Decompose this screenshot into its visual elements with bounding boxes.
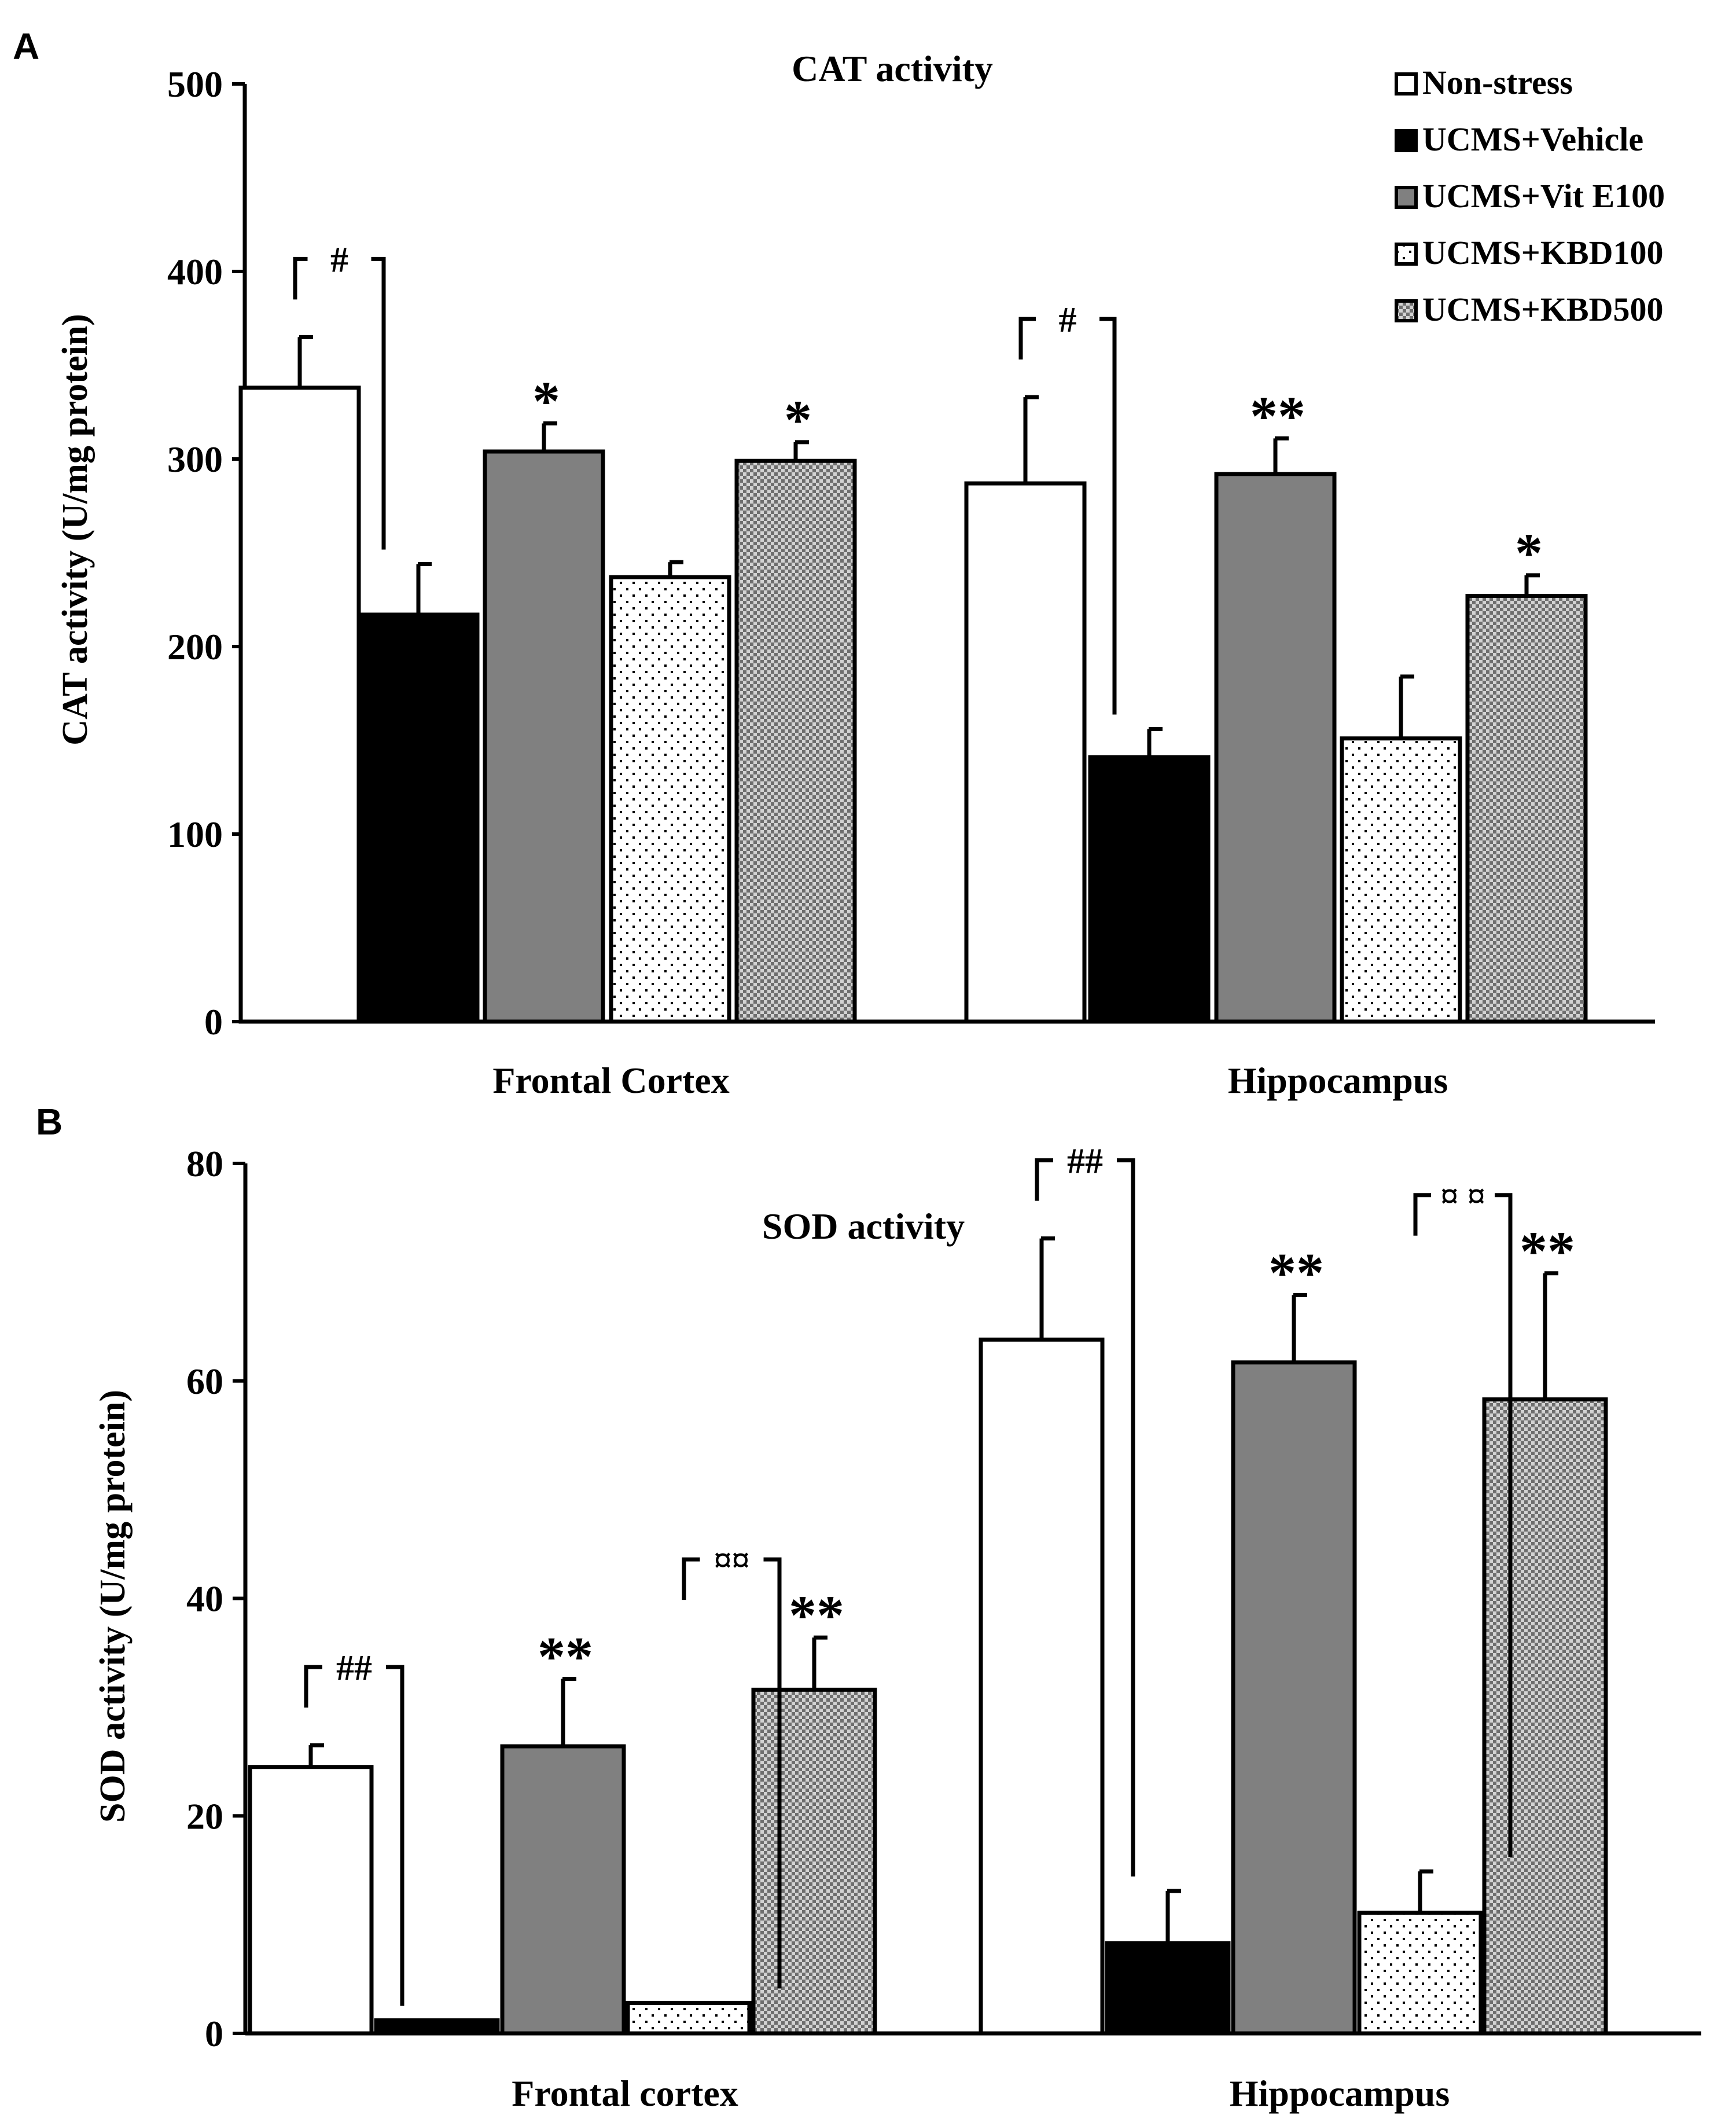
panel-b-bar-ucms-kbd500-hippocampus — [1482, 1397, 1608, 2036]
panel-b-y-tick-label: 0 — [205, 2013, 223, 2054]
panel-a-y-tick-label: 100 — [167, 814, 223, 855]
panel-a-bar-ucms-kbd500-hippocampus — [1465, 594, 1588, 1024]
panel-b-category-label-frontal-cortex: Frontal cortex — [512, 2073, 738, 2114]
panel-b-label: B — [36, 1101, 62, 1143]
panel-b-y-tick-label: 40 — [186, 1578, 223, 1620]
panel-a-y-tick-label: 0 — [204, 1001, 223, 1042]
panel-b-bar-ucms-kbd100-hippocampus — [1357, 1910, 1483, 2036]
panel-a-y-tick-label: 500 — [167, 64, 223, 105]
panel-b-y-tick-label: 20 — [186, 1795, 223, 1837]
panel-a-comparison-label: # — [1059, 300, 1077, 340]
panel-b-title: SOD activity — [762, 1206, 965, 1247]
panel-a-bar-ucms-kbd100-hippocampus — [1340, 736, 1462, 1024]
panel-a-title: CAT activity — [792, 48, 993, 89]
legend-swatch-ucms-vite100 — [1395, 186, 1418, 209]
panel-a-bar-ucms-vehicle-frontal-cortex — [357, 612, 480, 1024]
panel-b-significance-mark: ** — [1268, 1242, 1324, 1303]
panel-b-bar-non-stress-frontal-cortex — [248, 1765, 374, 2036]
legend-swatch-ucms-kbd100 — [1395, 243, 1418, 266]
panel-a-y-tick-label: 200 — [167, 626, 223, 667]
panel-b-comparison-label: ## — [336, 1648, 372, 1688]
panel-a-bar-ucms-kbd500-frontal-cortex — [734, 458, 857, 1024]
panel-b-y-tick-label: 60 — [186, 1361, 223, 1402]
panel-b-y-axis-label: SOD activity (U/mg protein) — [93, 1390, 133, 1823]
panel-b-significance-mark: ** — [538, 1626, 593, 1688]
panel-b-comparison-label-bg — [1053, 1140, 1117, 1181]
legend-item-ucms-kbd500: UCMS+KBD500 — [1395, 291, 1664, 328]
panel-b-plot: 0 20 40 60 80 ** ** ** ** ## ¤¤ ## ¤ ¤ — [186, 1140, 1701, 2054]
panel-a-bar-ucms-vit-e100-hippocampus — [1214, 472, 1337, 1024]
panel-a-comparison-label: # — [330, 240, 348, 280]
panel-b-comparison-label-bg — [1431, 1174, 1495, 1216]
panel-b-comparison-label: ¤ ¤ — [1440, 1177, 1485, 1216]
panel-b-significance-mark: ** — [1520, 1220, 1575, 1282]
panel-b-bar-ucms-kbd500-frontal-cortex — [751, 1687, 877, 2036]
panel-a-bar-ucms-vit-e100-frontal-cortex — [483, 449, 605, 1024]
panel-a-comparison-label-bg — [1036, 299, 1099, 340]
legend-item-ucms-kbd100: UCMS+KBD100 — [1395, 234, 1664, 271]
panel-b-bar-ucms-vehicle-frontal-cortex — [374, 2018, 500, 2036]
legend-item-non-stress: Non-stress — [1395, 64, 1573, 101]
panel-b-comparison-label-bg — [700, 1539, 764, 1580]
panel-b-comparison-label: ¤¤ — [714, 1541, 750, 1580]
panel-b-significance-mark: ** — [789, 1584, 844, 1646]
legend-swatch-non-stress — [1395, 72, 1418, 96]
legend-swatch-ucms-vehicle — [1395, 129, 1418, 152]
panel-a-significance-mark: ** — [1250, 385, 1305, 447]
legend-item-ucms-vite100: UCMS+Vit E100 — [1395, 177, 1665, 215]
panel-a-y-axis-label: CAT activity (U/mg protein) — [56, 314, 95, 746]
panel-a-significance-mark: * — [1515, 522, 1543, 584]
panel-a-bar-ucms-kbd100-frontal-cortex — [609, 575, 731, 1024]
panel-a-y-tick-label: 300 — [167, 439, 223, 480]
legend-label-ucms-vehicle: UCMS+Vehicle — [1422, 120, 1643, 158]
legend-label-non-stress: Non-stress — [1422, 64, 1573, 101]
panel-b-comparison-label-bg — [322, 1647, 386, 1688]
panel-a: A CAT activity CAT activity (U/mg protei… — [13, 25, 1665, 1101]
panel-b-bar-ucms-vit-e100-frontal-cortex — [500, 1744, 626, 2036]
panel-a-label: A — [13, 25, 39, 67]
legend-label-ucms-vite100: UCMS+Vit E100 — [1422, 177, 1665, 215]
legend-swatch-ucms-kbd500 — [1395, 299, 1418, 322]
panel-b: B SOD activity SOD activity (U/mg protei… — [36, 1101, 1701, 2114]
panel-a-category-label-hippocampus: Hippocampus — [1228, 1060, 1448, 1101]
legend-label-ucms-kbd500: UCMS+KBD500 — [1422, 291, 1664, 328]
panel-b-comparison-label: ## — [1067, 1142, 1103, 1181]
panel-b-category-label-hippocampus: Hippocampus — [1230, 2073, 1450, 2114]
panel-a-bar-non-stress-hippocampus — [964, 481, 1087, 1024]
panel-a-comparison-label-bg — [307, 238, 372, 280]
legend: Non-stress UCMS+Vehicle UCMS+Vit E100 UC… — [1395, 64, 1665, 328]
panel-a-y-tick-label: 400 — [167, 251, 223, 292]
panel-a-significance-mark: * — [784, 389, 812, 451]
panel-a-bar-non-stress-frontal-cortex — [238, 385, 361, 1024]
panel-a-significance-mark: * — [532, 370, 560, 432]
panel-b-bar-ucms-kbd100-frontal-cortex — [626, 2000, 752, 2036]
legend-label-ucms-kbd100: UCMS+KBD100 — [1422, 234, 1664, 271]
panel-a-bar-ucms-vehicle-hippocampus — [1088, 755, 1211, 1024]
legend-item-ucms-vehicle: UCMS+Vehicle — [1395, 120, 1643, 158]
panel-b-y-tick-label: 80 — [186, 1143, 223, 1184]
panel-b-bar-ucms-vehicle-hippocampus — [1105, 1941, 1231, 2036]
panel-b-bar-ucms-vit-e100-hippocampus — [1231, 1360, 1357, 2036]
panel-a-category-label-frontal-cortex: Frontal Cortex — [492, 1060, 729, 1101]
panel-b-bar-non-stress-hippocampus — [979, 1337, 1105, 2036]
